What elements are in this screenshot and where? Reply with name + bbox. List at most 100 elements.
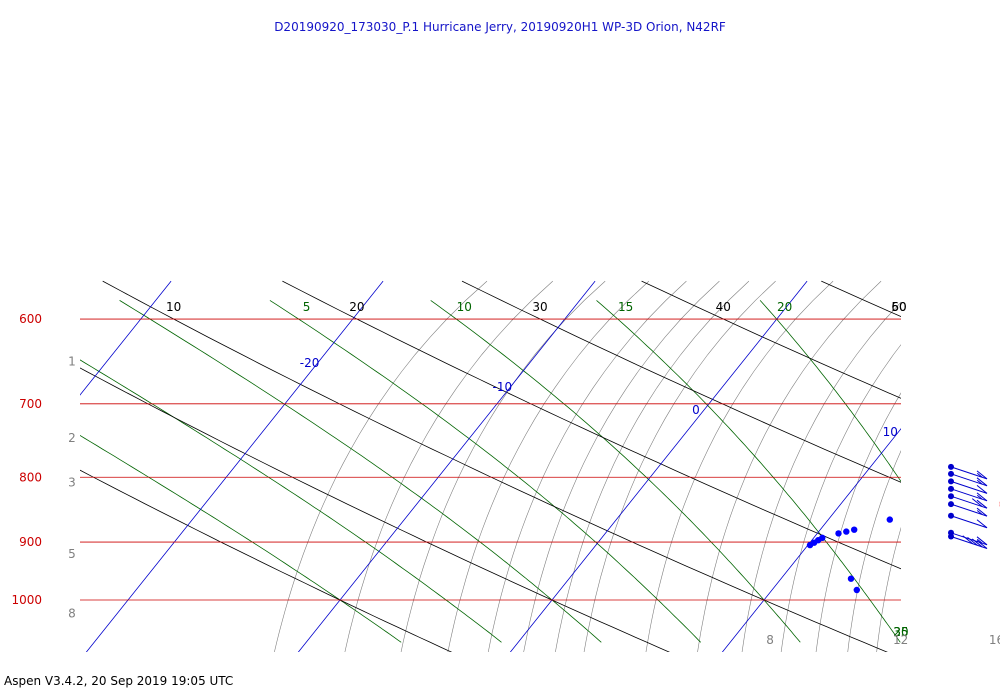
wind-barb-flag xyxy=(976,519,988,529)
skewt-chart: 600700800900100012358-20-100102030401020… xyxy=(11,280,1000,652)
wind-barb-flag xyxy=(976,477,988,487)
isotherm-label: 10 xyxy=(883,425,898,439)
wind-barb-half-flag xyxy=(976,472,983,478)
mixing-ratio-line xyxy=(400,280,606,652)
isobar-label: 600 xyxy=(19,312,42,326)
isotherm-line xyxy=(80,280,172,396)
wind-barb-half-flag xyxy=(976,538,983,544)
wind-barb-half-flag xyxy=(976,479,983,485)
wind-barb-flag xyxy=(976,536,988,546)
height-label: 2 xyxy=(68,431,76,445)
axis-labels: 600700800900100012358-20-100102030401020… xyxy=(11,300,1000,647)
isotherm-label: -10 xyxy=(493,380,513,394)
dry-adiabat-label: 20 xyxy=(349,300,364,314)
moist-adiabat-line xyxy=(269,300,701,643)
mixing-ratio-line xyxy=(447,280,650,652)
wind-barb-flag xyxy=(976,492,988,502)
moist-adiabat-label: 10 xyxy=(457,300,472,314)
moist-adiabat-line xyxy=(759,300,901,483)
moist-adiabat-label: 35 xyxy=(893,625,908,639)
mixing-ratio-line xyxy=(344,280,554,652)
wind-barb xyxy=(948,478,988,494)
wind-barb-half-flag xyxy=(976,510,983,515)
dry-adiabat-label: 50 xyxy=(891,300,906,314)
isotherms xyxy=(80,280,1000,652)
mixing-ratio-label: 16 xyxy=(989,633,1000,647)
dry-adiabat-line xyxy=(641,280,901,399)
mixing-ratio-line xyxy=(876,526,901,652)
dry-adiabat-label: 40 xyxy=(716,300,731,314)
isotherm-label: -20 xyxy=(300,356,320,370)
moist-adiabat-line xyxy=(80,359,502,643)
moist-adiabat-label: 15 xyxy=(618,300,633,314)
isotherm-line xyxy=(297,280,596,652)
dewpoint-point xyxy=(853,586,860,594)
height-label: 1 xyxy=(68,354,76,368)
isotherm-line xyxy=(85,280,384,652)
wind-barb xyxy=(948,470,988,487)
wind-barb-flag xyxy=(976,507,988,517)
mixing-ratio-label: 8 xyxy=(766,633,774,647)
moist-adiabat-line xyxy=(916,300,1000,642)
isotherm-label: 0 xyxy=(692,403,700,417)
wind-barb-half-flag xyxy=(976,494,983,500)
wind-barb-staff xyxy=(950,515,988,529)
dry-adiabat-label: 30 xyxy=(532,300,547,314)
isotherm-line xyxy=(721,428,901,652)
mixing-ratio-line xyxy=(951,281,1000,652)
moist-adiabats xyxy=(80,300,1000,643)
sounding-data xyxy=(806,501,1000,594)
mixing-ratio-label: 12 xyxy=(893,633,908,647)
height-label: 3 xyxy=(68,476,76,490)
isobars xyxy=(80,318,901,601)
mixing-ratio-line xyxy=(583,280,776,652)
isotherm-line xyxy=(509,280,808,652)
chart-title: D20190920_173030_P.1 Hurricane Jerry, 20… xyxy=(274,20,726,34)
dry-adiabat-line xyxy=(821,280,901,318)
mixing-ratio-line xyxy=(645,280,834,652)
dry-adiabats xyxy=(80,280,901,652)
dry-adiabat-line xyxy=(282,280,901,570)
dewpoint-point xyxy=(835,530,842,537)
moist-adiabat-line xyxy=(80,434,402,643)
mixing-ratio-line xyxy=(847,450,901,652)
mixing-ratio-line xyxy=(780,344,901,652)
wind-barb-flag xyxy=(976,484,988,494)
dewpoint-point xyxy=(843,528,850,535)
wind-barb-flag xyxy=(962,535,974,545)
isobar-label: 1000 xyxy=(11,593,42,607)
isobar-label: 900 xyxy=(19,535,42,549)
mixing-ratio-line xyxy=(741,301,901,652)
moist-adiabat-line xyxy=(430,300,801,643)
wind-barbs xyxy=(948,463,988,549)
dry-adiabat-line xyxy=(102,280,888,652)
mixing-ratio-line xyxy=(697,280,882,652)
mixing-ratio-line xyxy=(815,392,901,652)
wind-barb-flag xyxy=(971,498,983,508)
dry-adiabat-label: 10 xyxy=(166,300,181,314)
wind-barb-flag xyxy=(976,540,988,549)
wind-barb-flag xyxy=(971,538,983,548)
height-label: 8 xyxy=(68,607,76,621)
dry-adiabat-label: 60 xyxy=(891,300,906,314)
isotherm-line xyxy=(934,281,1000,652)
dewpoint-point xyxy=(851,526,858,533)
wind-barb xyxy=(948,533,988,549)
dry-adiabat-line xyxy=(80,367,670,652)
wind-barb xyxy=(948,501,988,517)
wind-barb xyxy=(948,493,988,509)
height-label: 5 xyxy=(68,547,76,561)
wind-barb-staff xyxy=(950,480,988,494)
dry-adiabat-line xyxy=(80,469,453,652)
wind-barb-flag xyxy=(967,536,978,546)
dewpoint-point xyxy=(886,516,893,523)
dewpoint-point xyxy=(847,575,855,582)
dry-adiabat-line xyxy=(461,280,901,483)
wind-barb xyxy=(948,485,988,502)
dewpoint-point xyxy=(806,541,814,549)
mixing-ratio-line xyxy=(274,280,488,652)
moist-adiabat-label: 25 xyxy=(893,625,908,639)
moist-adiabat-label: 20 xyxy=(777,300,792,314)
mixing-ratio-line xyxy=(523,280,720,652)
wind-barb-flag xyxy=(976,470,988,480)
